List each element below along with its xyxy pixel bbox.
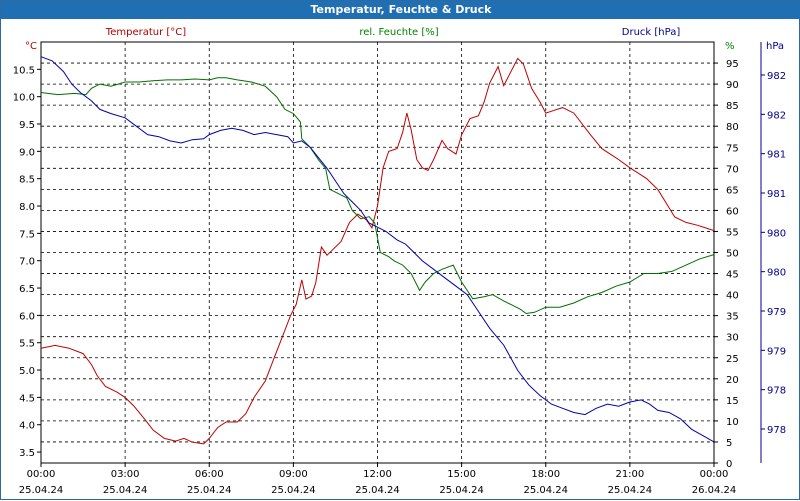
x-tick-time-label: 00:00	[27, 469, 56, 480]
humidity-tick-label: 80	[726, 122, 739, 133]
pressure-tick-label: 981	[767, 189, 786, 200]
labels: 3.5 4.0 4.5 5.0 5.5 6.0 6.5 7.0 7.5 8.0 8.5 9.0 9.5 1…	[13, 27, 786, 496]
x-tick-date-label: 25.04.24	[187, 485, 232, 496]
humidity-tick-label: 0	[726, 459, 732, 470]
humidity-axis-title: rel. Feuchte [%]	[359, 27, 438, 38]
x-tick-time-label: 15:00	[447, 469, 476, 480]
temperature-tick-label: 5.0	[19, 366, 35, 377]
x-tick-time-label: 18:00	[531, 469, 560, 480]
series-line-pressure	[40, 56, 715, 443]
humidity-tick-label: 60	[726, 206, 739, 217]
humidity-unit-label: %	[725, 41, 735, 52]
temperature-tick-label: 8.5	[19, 175, 35, 186]
humidity-tick-label: 30	[726, 333, 739, 344]
pressure-tick-label: 981	[767, 150, 786, 161]
temperature-tick-label: 4.5	[19, 393, 35, 404]
pressure-tick-label: 982	[767, 71, 786, 82]
temperature-tick-label: 10.5	[13, 65, 35, 76]
pressure-tick-label: 980	[767, 268, 786, 279]
x-tick-time-label: 00:00	[700, 469, 729, 480]
temperature-tick-label: 4.0	[19, 421, 35, 432]
temperature-tick-label: 7.5	[19, 229, 35, 240]
humidity-tick-label: 75	[726, 143, 739, 154]
series-layer	[40, 56, 715, 445]
humidity-tick-label: 5	[726, 438, 732, 449]
temperature-tick-label: 6.5	[19, 284, 35, 295]
humidity-tick-label: 20	[726, 375, 739, 386]
x-tick-date-label: 25.04.24	[271, 485, 316, 496]
temperature-tick-label: 9.5	[19, 120, 35, 131]
x-tick-time-label: 03:00	[111, 469, 140, 480]
humidity-tick-label: 25	[726, 354, 739, 365]
humidity-tick-label: 65	[726, 185, 739, 196]
humidity-tick-label: 15	[726, 396, 739, 407]
pressure-tick-label: 982	[767, 110, 786, 121]
temperature-tick-label: 10.0	[13, 93, 35, 104]
temperature-tick-label: 3.5	[19, 448, 35, 459]
pressure-unit-label: hPa	[766, 41, 784, 52]
humidity-tick-label: 90	[726, 80, 739, 91]
pressure-tick-label: 980	[767, 228, 786, 239]
pressure-tick-label: 978	[767, 425, 786, 436]
humidity-tick-label: 85	[726, 101, 739, 112]
x-tick-date-label: 25.04.24	[355, 485, 400, 496]
window-title: Temperatur, Feuchte & Druck	[1, 1, 800, 19]
humidity-tick-label: 55	[726, 227, 739, 238]
temperature-tick-label: 5.5	[19, 339, 35, 350]
series-line-humidity	[40, 77, 715, 315]
humidity-tick-label: 10	[726, 417, 739, 428]
x-tick-date-label: 25.04.24	[439, 485, 484, 496]
x-tick-time-label: 06:00	[195, 469, 224, 480]
axes	[37, 42, 765, 467]
humidity-tick-label: 95	[726, 59, 739, 70]
x-tick-time-label: 12:00	[363, 469, 392, 480]
humidity-tick-label: 45	[726, 270, 739, 281]
x-tick-date-label: 26.04.24	[692, 485, 737, 496]
temperature-tick-label: 9.0	[19, 147, 35, 158]
pressure-tick-label: 978	[767, 386, 786, 397]
series-line-temperature	[40, 57, 715, 445]
x-tick-time-label: 21:00	[615, 469, 644, 480]
x-tick-date-label: 25.04.24	[19, 485, 64, 496]
pressure-tick-label: 979	[767, 307, 786, 318]
x-tick-date-label: 25.04.24	[103, 485, 148, 496]
humidity-tick-label: 70	[726, 164, 739, 175]
pressure-tick-label: 979	[767, 346, 786, 357]
pressure-axis-title: Druck [hPa]	[622, 27, 681, 38]
x-tick-time-label: 09:00	[279, 469, 308, 480]
temperature-axis-title: Temperatur [°C]	[105, 27, 186, 38]
x-tick-date-label: 25.04.24	[523, 485, 568, 496]
x-tick-date-label: 25.04.24	[608, 485, 653, 496]
humidity-tick-label: 40	[726, 291, 739, 302]
temperature-unit-label: °C	[25, 41, 37, 52]
temperature-tick-label: 6.0	[19, 311, 35, 322]
temperature-tick-label: 7.0	[19, 257, 35, 268]
temperature-tick-label: 8.0	[19, 202, 35, 213]
grid	[40, 41, 715, 464]
humidity-tick-label: 35	[726, 312, 739, 323]
humidity-tick-label: 50	[726, 249, 739, 260]
